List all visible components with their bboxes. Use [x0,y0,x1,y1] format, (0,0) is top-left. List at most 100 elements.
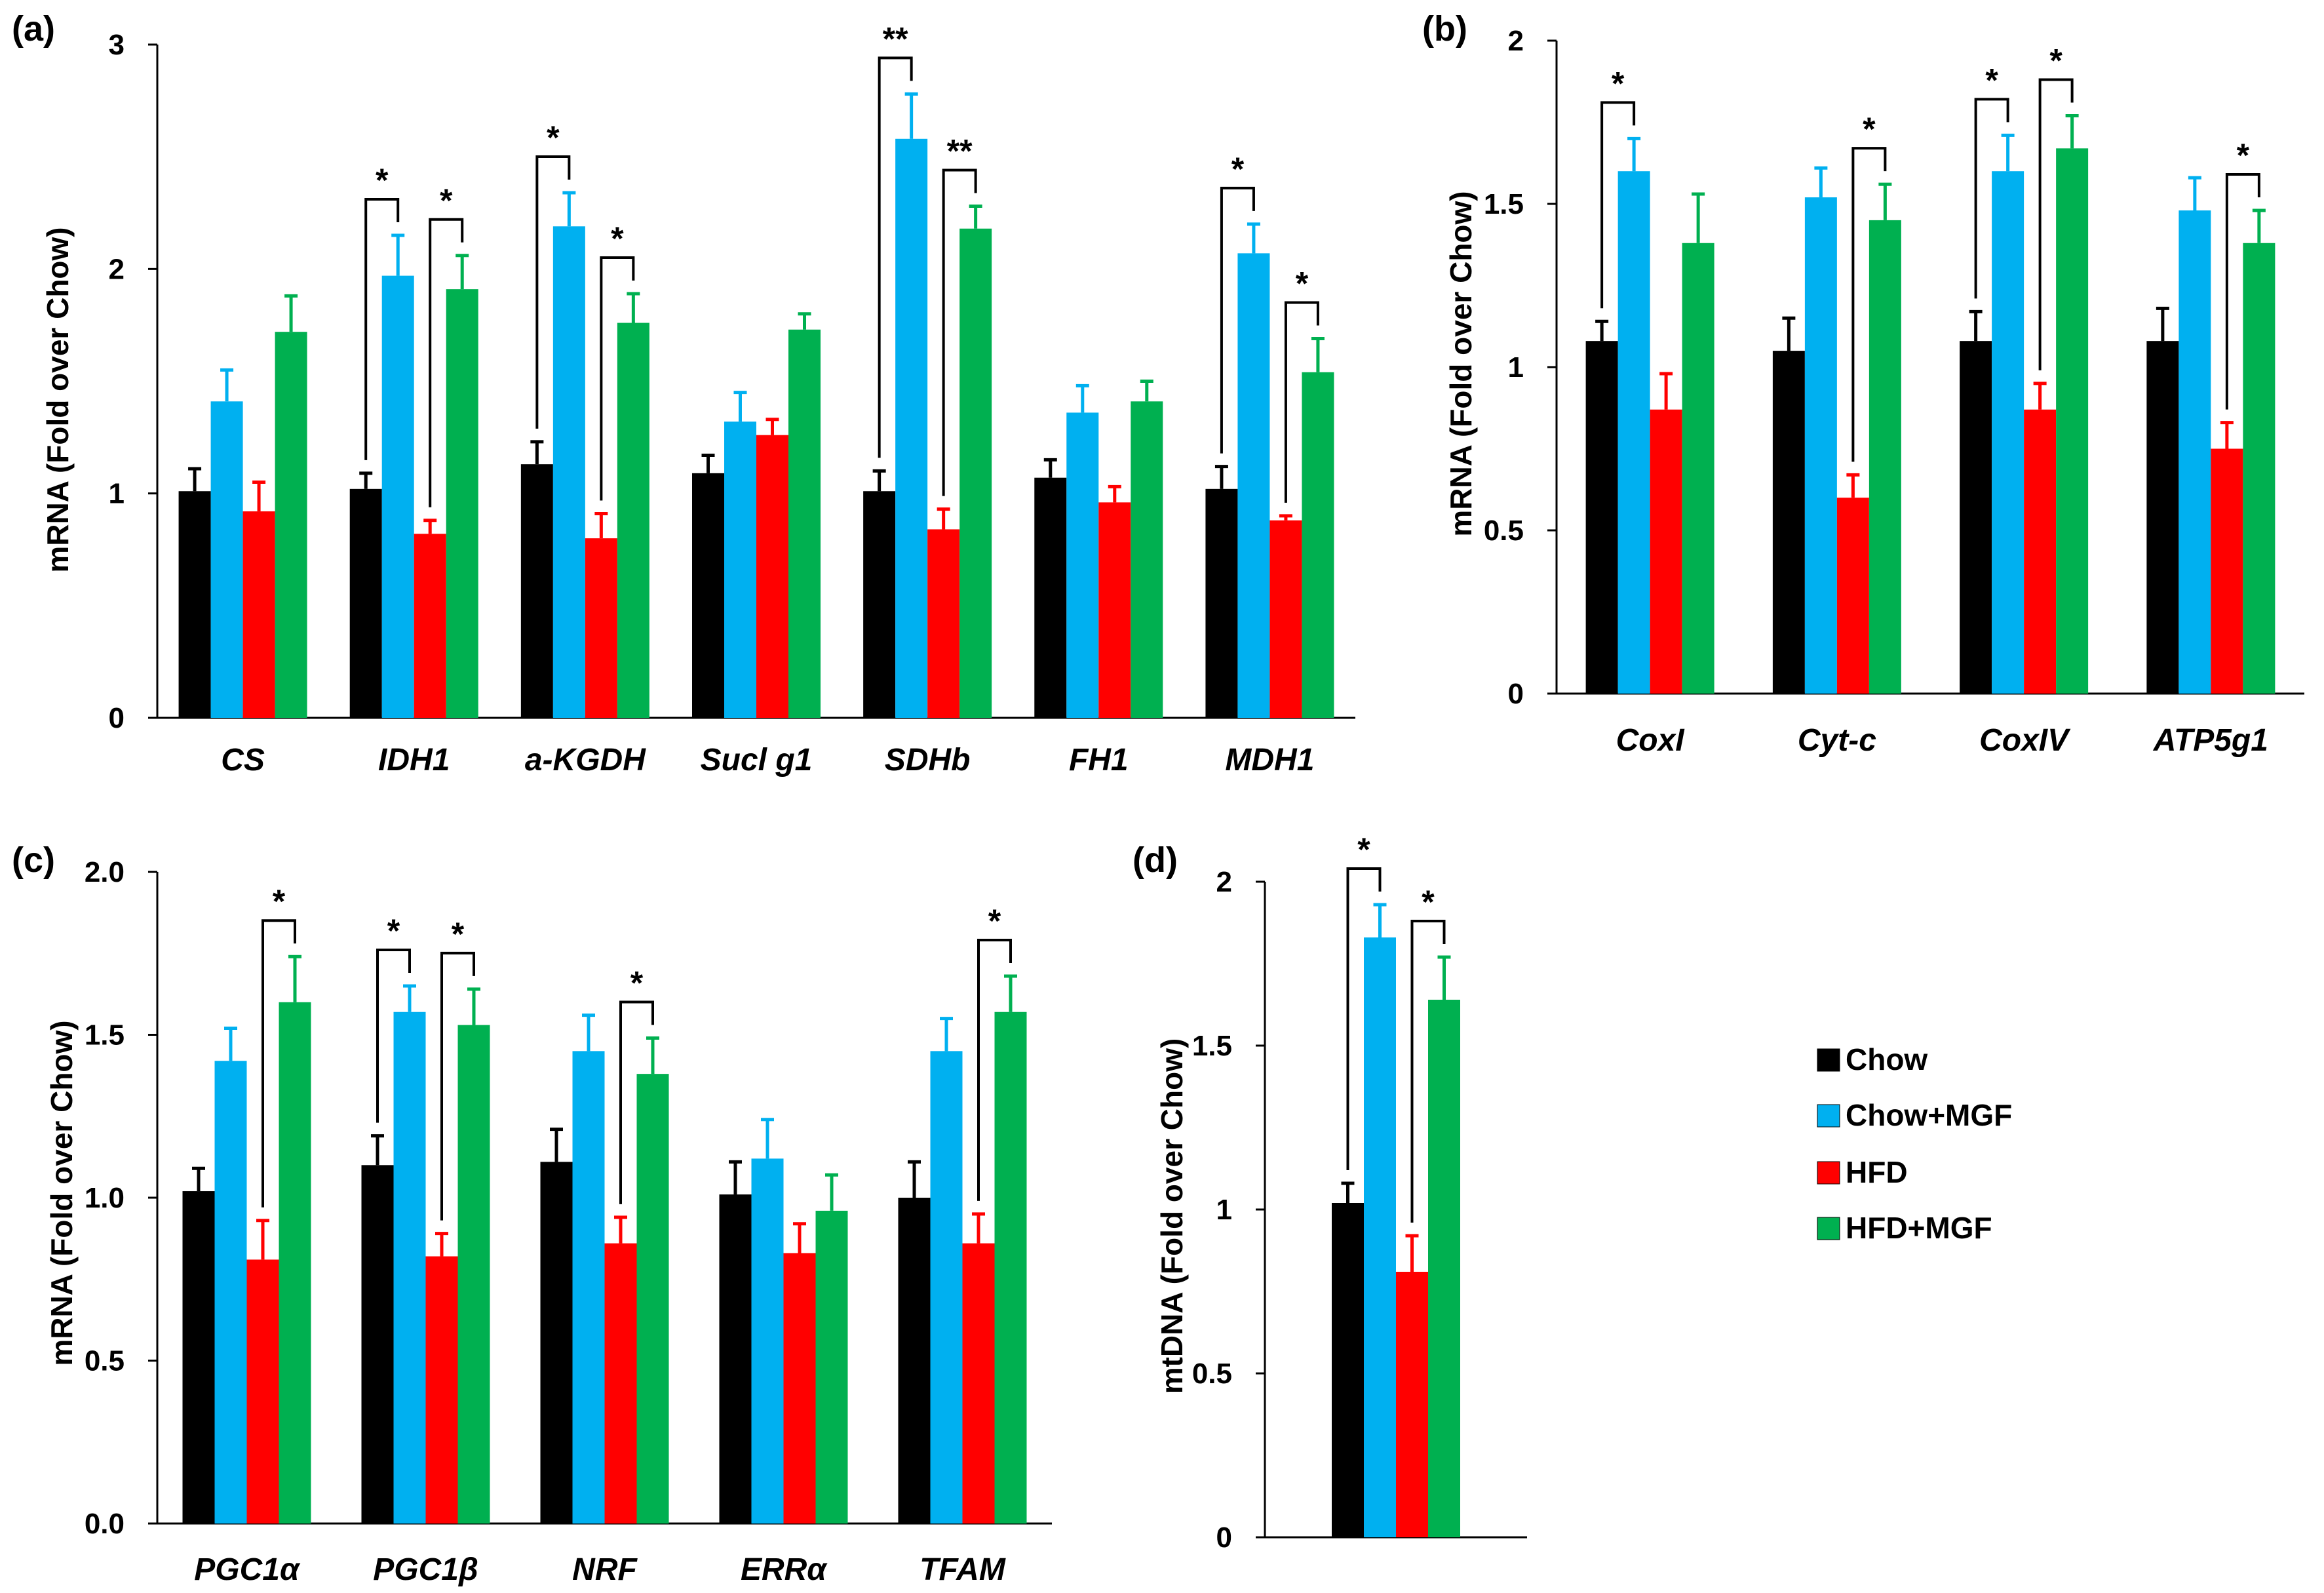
panel-label-b: (b) [1422,9,1467,49]
bar-hfd [756,435,788,718]
bar-hfd-mgf [815,1210,848,1524]
bar-chow [1034,477,1067,718]
significance-label: * [547,119,560,156]
significance-label: * [988,903,1001,939]
bar-hfd-mgf [2243,243,2276,694]
significance-label: ** [883,20,908,57]
bar-chow [692,473,724,718]
y-tick-label: 2 [109,253,125,285]
significance-bracket [261,919,296,1208]
significance-bracket [600,256,635,501]
x-tick-label: Sucl g1 [701,743,813,777]
panel-b: (b) mRNA (Fold over Chow) 0 0.5 1 1.5 2 CoxI C… [1422,9,2304,758]
legend-label-hfd: HFD [1846,1155,1908,1189]
significance-bracket [1851,147,1887,462]
x-tick-label: MDH1 [1225,743,1314,777]
significance-bracket [2038,78,2074,370]
significance-bracket [429,218,464,507]
bar-chow-mgf [381,275,414,718]
legend: Chow Chow+MGF HFD HFD+MGF [1817,1042,2012,1245]
bar-chow [1332,1203,1364,1537]
significance-bracket [619,1000,654,1204]
bar-hfd [604,1243,637,1524]
x-tick-label: a-KGDH [525,743,646,777]
bar-hfd-mgf [279,1002,311,1524]
bar-chow [1772,351,1805,694]
bar-chow-mgf [2179,210,2211,694]
significance-bracket [942,168,977,496]
bar-chow-mgf [1992,171,2024,694]
significance-bracket [1600,101,1636,309]
bar-hfd-mgf [457,1025,490,1524]
bar-chow-mgf [751,1158,784,1524]
bar-chow-mgf [210,401,243,718]
bar-chow-mgf [1066,412,1099,718]
bar-chow-mgf [895,138,928,718]
bar-hfd-mgf [1682,243,1714,694]
legend-label-hfd-mgf: HFD+MGF [1846,1211,1992,1245]
y-tick-label: 0 [1508,678,1524,710]
significance-label: * [1231,151,1245,187]
x-tick-label: FH1 [1069,743,1129,777]
x-tick-label: CS [221,743,265,777]
bar-chow [1205,488,1238,718]
y-tick-label: 0.0 [85,1508,125,1540]
y-tick-label: 1.5 [85,1019,125,1052]
y-tick-label: 2 [1508,25,1524,57]
bar-hfd-mgf [636,1074,669,1524]
x-tick-label: ERRα [741,1552,828,1587]
bar-chow-mgf [552,226,585,718]
bar-hfd [2024,409,2057,694]
bar-hfd [783,1253,816,1524]
significance-bracket [1346,867,1382,1170]
significance-label: * [1422,884,1435,920]
bar-hfd-mgf [788,329,821,718]
x-tick-label: NRF [572,1552,638,1587]
y-tick-label: 1 [109,478,125,510]
significance-bracket [376,948,411,1123]
significance-label: * [1612,65,1625,102]
significance-bracket [977,939,1012,1201]
bar-chow-mgf [393,1012,426,1524]
bar-hfd-mgf [994,1012,1027,1524]
bar-hfd [242,511,275,718]
legend-item-chow: Chow [1817,1042,1927,1076]
y-tick-label: 1.0 [85,1182,125,1214]
bar-chow [863,491,896,718]
bar-hfd-mgf [1131,401,1163,718]
significance-bracket [535,155,571,429]
bar-hfd-mgf [1869,220,1901,694]
bar-chow-mgf [1364,937,1396,1537]
x-tick-label: ATP5g1 [2153,723,2268,758]
y-tick-label: 0.5 [85,1345,125,1377]
significance-label: * [273,883,286,920]
legend-label-chow-mgf: Chow+MGF [1846,1098,2012,1132]
significance-label: * [2049,43,2063,79]
bar-chow-mgf [724,422,756,718]
bar-chow [520,464,553,718]
panel-label-a: (a) [12,9,55,49]
bar-hfd [1396,1272,1428,1537]
bar-chow-mgf [1804,197,1837,694]
bar-hfd-mgf [959,228,992,718]
bar-hfd [425,1256,458,1524]
bar-chow [2146,341,2179,694]
significance-bracket [1284,301,1319,503]
y-tick-label: 1.5 [1192,1030,1232,1062]
bar-chow [719,1194,752,1524]
bar-chow [1585,341,1618,694]
y-tick-label: 1 [1216,1194,1232,1226]
significance-bracket [878,56,913,458]
bar-hfd-mgf [2056,148,2089,694]
bar-chow [182,1191,215,1524]
bar-hfd-mgf [275,332,307,718]
y-tick-label: 0.5 [1484,515,1524,547]
significance-label: ** [947,132,973,169]
x-tick-label: PGC1α [194,1552,301,1587]
y-tick-label: 3 [109,29,125,61]
x-tick-label: CoxI [1616,723,1686,758]
bar-hfd [1098,502,1131,718]
significance-label: * [1357,831,1370,868]
y-tick-label: 2 [1216,866,1232,898]
x-tick-label: TFAM [920,1552,1006,1587]
